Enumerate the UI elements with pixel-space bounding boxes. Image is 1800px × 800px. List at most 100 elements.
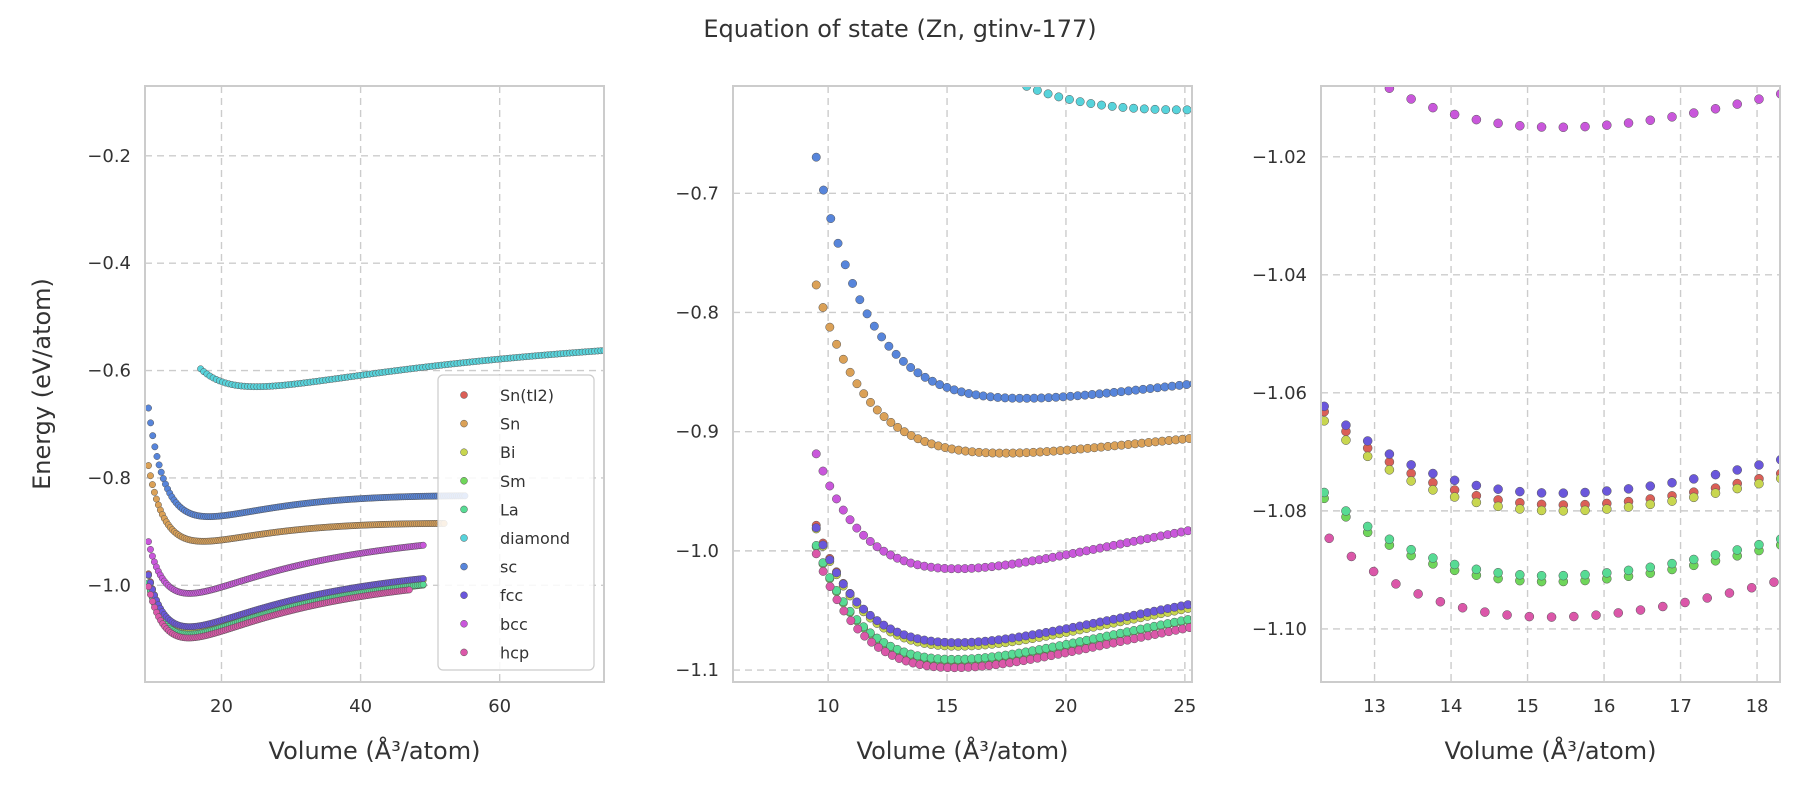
data-point <box>1602 504 1612 514</box>
legend-entry: Bi <box>460 443 515 462</box>
data-point <box>1710 104 1721 114</box>
data-point <box>1689 108 1699 118</box>
data-point <box>855 295 865 305</box>
data-point <box>1754 94 1764 104</box>
data-point <box>872 616 882 626</box>
data-point <box>1724 588 1735 598</box>
data-point <box>1493 118 1503 129</box>
data-point <box>872 542 882 552</box>
series-la <box>811 541 1192 664</box>
data-point <box>1515 570 1525 580</box>
data-point <box>859 530 868 540</box>
series-hcp <box>145 583 413 642</box>
data-point <box>1536 122 1547 132</box>
data-point <box>893 422 903 432</box>
data-point <box>145 571 152 579</box>
data-point <box>1384 465 1395 475</box>
data-point <box>1197 601 1205 609</box>
y-tick-label: −1.1 <box>675 660 719 681</box>
data-point <box>1139 104 1149 114</box>
data-point <box>845 367 855 377</box>
data-point <box>832 494 841 504</box>
data-point <box>1645 115 1656 125</box>
legend-marker <box>460 648 468 657</box>
data-point <box>1428 553 1438 563</box>
legend-marker <box>460 591 468 599</box>
legend-label: sc <box>500 558 517 577</box>
data-point <box>157 468 165 476</box>
data-point <box>1602 486 1612 496</box>
data-point <box>859 604 868 614</box>
data-point <box>848 279 857 288</box>
axes-frame <box>1320 85 1781 683</box>
data-point <box>872 405 882 415</box>
x-tick-label: 17 <box>1669 696 1692 717</box>
data-point <box>1580 487 1590 498</box>
data-point <box>1183 600 1192 610</box>
data-point <box>1558 122 1569 133</box>
data-point <box>1185 623 1192 633</box>
series-fcc <box>145 571 427 631</box>
data-point <box>818 540 828 550</box>
panel-2: 10 15 20 25 −1.1 −1.0 −0.9 −0.8 −0.7 Volume (Å³/a… <box>675 72 1205 765</box>
data-point <box>818 566 828 576</box>
legend-entry: Sn <box>460 415 520 434</box>
data-point <box>147 472 154 480</box>
data-point <box>838 579 848 589</box>
data-point <box>1428 485 1438 495</box>
x-tick-label: 20 <box>1055 696 1078 717</box>
data-point <box>832 595 842 605</box>
series-sc <box>145 404 469 521</box>
y-tick-label: −1.08 <box>1252 501 1307 522</box>
data-point <box>1362 521 1373 532</box>
data-point <box>1667 477 1677 488</box>
data-point <box>1346 551 1357 562</box>
data-point <box>1558 488 1569 498</box>
data-point <box>1602 120 1612 130</box>
data-point <box>1702 593 1712 603</box>
data-point <box>1746 583 1757 593</box>
data-point <box>1493 484 1503 494</box>
data-point <box>1502 610 1512 620</box>
legend-marker <box>460 562 468 571</box>
data-point <box>1449 559 1460 570</box>
data-point <box>145 583 152 591</box>
data-point <box>1667 496 1677 506</box>
data-point <box>811 152 821 162</box>
data-point <box>1428 102 1438 113</box>
data-point <box>867 637 876 647</box>
legend-marker <box>460 505 468 514</box>
x-tick-label: 60 <box>488 696 511 717</box>
data-point <box>891 349 901 359</box>
data-point <box>1471 497 1482 508</box>
legend-label: Sn(tI2) <box>500 386 554 405</box>
legend-entry: Sm <box>460 472 526 491</box>
data-point <box>852 523 862 533</box>
data-point <box>1368 566 1379 577</box>
series-sc <box>811 152 1192 403</box>
data-point <box>1515 486 1525 497</box>
legend-marker <box>460 534 468 542</box>
data-point <box>1710 469 1721 480</box>
data-point <box>1546 612 1557 622</box>
y-tick-label: −0.2 <box>87 146 131 167</box>
data-point <box>1645 499 1656 510</box>
x-tick-label: 40 <box>349 696 372 717</box>
data-point <box>838 354 848 364</box>
data-point <box>419 581 427 588</box>
y-tick-label: −0.9 <box>675 422 719 443</box>
points <box>145 347 604 642</box>
data-point <box>852 379 862 389</box>
legend-label: diamond <box>500 529 570 548</box>
data-point <box>1197 598 1205 606</box>
legend-marker <box>460 391 468 399</box>
x-tick-label: 16 <box>1593 696 1616 717</box>
data-point <box>920 372 930 382</box>
x-tick-label: 14 <box>1440 696 1463 717</box>
legend-entry: sc <box>460 558 517 577</box>
data-point <box>1001 72 1009 80</box>
y-tick-label: −0.8 <box>675 302 719 323</box>
data-point <box>1623 565 1634 576</box>
data-point <box>1086 99 1096 108</box>
